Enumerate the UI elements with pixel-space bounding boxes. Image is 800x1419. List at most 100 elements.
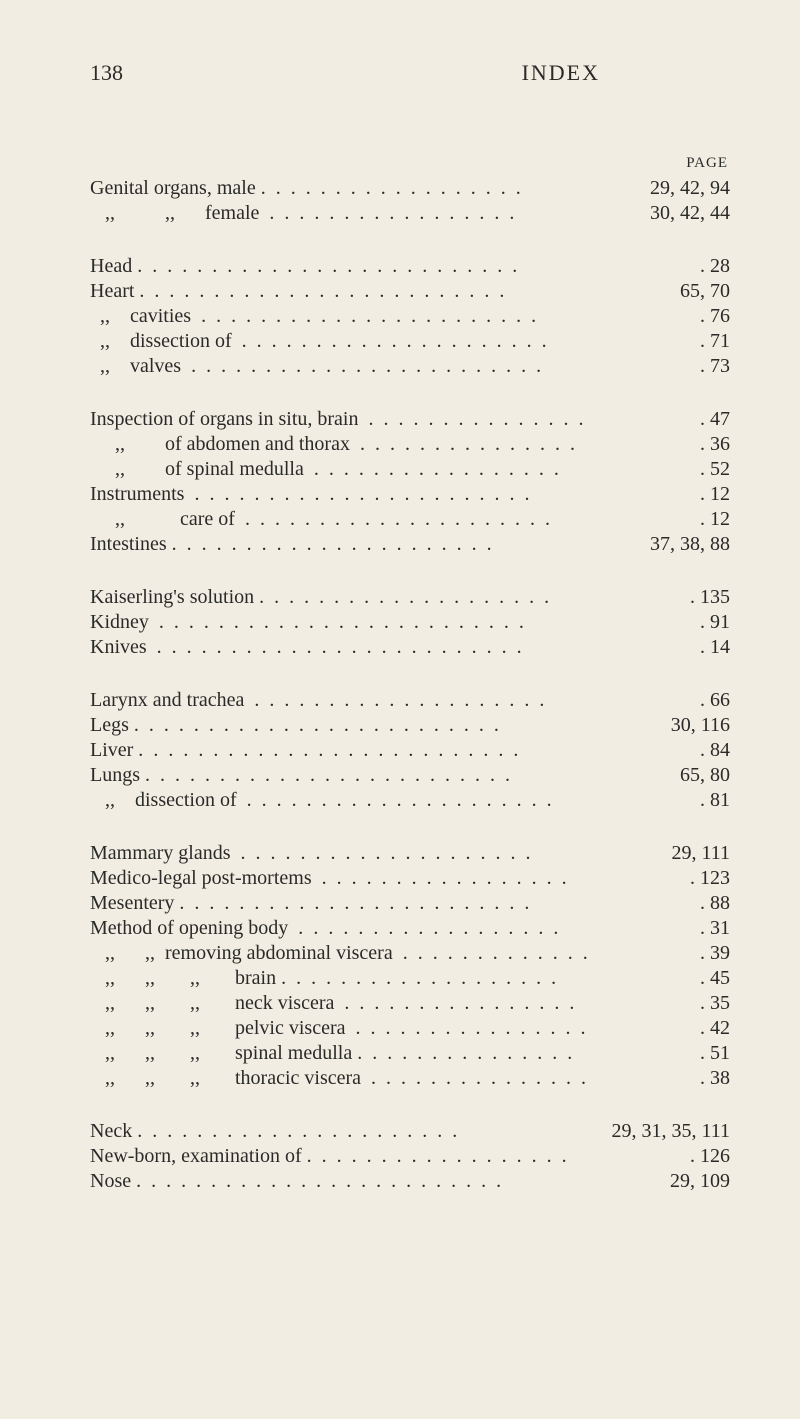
index-entry: Head . . . . . . . . . . . . . . . . . .…	[90, 255, 730, 278]
entry-leader: . . . . . . . . . . . . . . . . .	[303, 917, 682, 940]
index-entry: ,, valves . . . . . . . . . . . . . . . …	[90, 355, 730, 378]
page: 138 INDEX PAGE Genital organs, male . . …	[0, 0, 800, 1419]
entry-text: Knives	[90, 636, 147, 659]
entry-text: Instruments	[90, 483, 184, 506]
entry-pages: . 12	[682, 483, 730, 506]
index-entry: ,, ,, ,, spinal medulla . . . . . . . . …	[90, 1042, 730, 1065]
entry-text: Kaiserling's solution .	[90, 586, 264, 609]
entry-leader: . . . . . . . . . . . . . . . . . . . . …	[139, 714, 653, 737]
entry-pages: . 88	[682, 892, 730, 915]
entry-leader: . . . . . . . . . . . . . . . . .	[312, 1145, 672, 1168]
entry-pages: . 71	[682, 330, 730, 353]
index-entry: ,, care of . . . . . . . . . . . . . . .…	[90, 508, 730, 531]
entry-pages: . 39	[682, 942, 730, 965]
entry-text: Head .	[90, 255, 142, 278]
entry-text: ,, dissection of .	[90, 789, 252, 812]
entry-text: ,, of abdomen and thorax	[90, 433, 350, 456]
index-entry: Lungs . . . . . . . . . . . . . . . . . …	[90, 764, 730, 787]
entry-pages: . 126	[672, 1145, 730, 1168]
entry-text: Method of opening body .	[90, 917, 303, 940]
entry-text: ,, ,, ,, thoracic viscera	[90, 1067, 361, 1090]
entry-leader: . . . . . . . . . . . . . . . . .	[259, 202, 632, 225]
entry-text: Genital organs, male .	[90, 177, 266, 200]
entry-pages: . 12	[682, 508, 730, 531]
index-entry: ,, dissection of . . . . . . . . . . . .…	[90, 330, 730, 353]
entry-pages: . 66	[682, 689, 730, 712]
index-entry: Intestines . . . . . . . . . . . . . . .…	[90, 533, 730, 556]
entry-text: Mesentery .	[90, 892, 184, 915]
index-entry: ,, ,, ,, brain . . . . . . . . . . . . .…	[90, 967, 730, 990]
page-header: 138 INDEX	[90, 60, 730, 85]
entry-leader: . . . . . . . . . . . . . . . . . . . . …	[143, 739, 682, 762]
entry-text: ,, care of .	[90, 508, 250, 531]
entry-pages: 29, 42, 94	[632, 177, 730, 200]
index-entry: Inspection of organs in situ, brain . . …	[90, 408, 730, 431]
entry-leader: . . . . . . . . . . . . . . . . .	[304, 458, 682, 481]
entry-text: ,, of spinal medulla	[90, 458, 304, 481]
entry-pages: . 91	[682, 611, 730, 634]
index-title: INDEX	[522, 60, 600, 85]
index-entry: New-born, examination of . . . . . . . .…	[90, 1145, 730, 1168]
entry-leader: . . . . . . . . . . . . . . . . . . . . …	[184, 483, 682, 506]
entry-pages: . 81	[682, 789, 730, 812]
entry-pages: . 35	[682, 992, 730, 1015]
entry-text: Larynx and trachea	[90, 689, 244, 712]
index-entry: Mammary glands . . . . . . . . . . . . .…	[90, 842, 730, 865]
entry-leader: . . . . . . . . . . . . . . . . . . . . …	[184, 892, 682, 915]
entry-pages: 37, 38, 88	[632, 533, 730, 556]
index-entry: Kaiserling's solution . . . . . . . . . …	[90, 586, 730, 609]
entry-pages: . 135	[672, 586, 730, 609]
entry-leader: . . . . . . . . . . . . . . .	[361, 1067, 682, 1090]
entry-leader: . . . . . . . . . . . . . . . . . . . . …	[177, 533, 632, 556]
entry-leader: . . . . . . . . . . . . . . . . . . . . …	[232, 330, 682, 353]
entry-text: ,, cavities	[90, 305, 191, 328]
entry-text: Medico-legal post-mortems	[90, 867, 312, 890]
entry-pages: 65, 80	[662, 764, 730, 787]
entry-leader: . . . . . . . . . . . . . . . . . . . .	[250, 508, 682, 531]
index-entry: Larynx and trachea . . . . . . . . . . .…	[90, 689, 730, 712]
entry-text: ,, dissection of	[90, 330, 232, 353]
index-entry: Neck . . . . . . . . . . . . . . . . . .…	[90, 1120, 730, 1143]
entry-pages: 65, 70	[662, 280, 730, 303]
group-gap	[90, 227, 730, 255]
entry-pages: 30, 42, 44	[632, 202, 730, 225]
entry-text: ,, ,, ,, pelvic viscera .	[90, 1017, 361, 1040]
entry-text: Mammary glands	[90, 842, 231, 865]
entry-pages: . 42	[682, 1017, 730, 1040]
index-entry: Medico-legal post-mortems . . . . . . . …	[90, 867, 730, 890]
entry-leader: . . . . . . . . . . . . . . . . . . . . …	[181, 355, 682, 378]
index-entry: ,, dissection of . . . . . . . . . . . .…	[90, 789, 730, 812]
index-entry: Knives . . . . . . . . . . . . . . . . .…	[90, 636, 730, 659]
entry-text: ,, valves	[90, 355, 181, 378]
index-entry: ,, ,, ,, thoracic viscera . . . . . . . …	[90, 1067, 730, 1090]
index-entry: Mesentery . . . . . . . . . . . . . . . …	[90, 892, 730, 915]
page-column-label: PAGE	[90, 155, 730, 172]
index-entry: ,, ,, ,, pelvic viscera . . . . . . . . …	[90, 1017, 730, 1040]
entry-pages: . 45	[682, 967, 730, 990]
entry-pages: 29, 109	[652, 1170, 730, 1193]
entry-pages: . 31	[682, 917, 730, 940]
group-gap	[90, 380, 730, 408]
group-gap	[90, 1092, 730, 1120]
index-entry: Legs . . . . . . . . . . . . . . . . . .…	[90, 714, 730, 737]
entry-pages: . 14	[682, 636, 730, 659]
group-gap	[90, 558, 730, 586]
index-entry: Genital organs, male . . . . . . . . . .…	[90, 177, 730, 200]
entry-leader: . . . . . . . . . . . . . . . . . . . . …	[141, 1170, 652, 1193]
entry-text: Intestines .	[90, 533, 177, 556]
entry-text: ,, ,, female	[90, 202, 259, 225]
entry-pages: . 38	[682, 1067, 730, 1090]
entry-text: Neck .	[90, 1120, 142, 1143]
index-entry: Instruments . . . . . . . . . . . . . . …	[90, 483, 730, 506]
entry-pages: . 123	[672, 867, 730, 890]
entry-pages: . 73	[682, 355, 730, 378]
entry-pages: . 51	[682, 1042, 730, 1065]
entry-pages: . 84	[682, 739, 730, 762]
index-entry: Heart . . . . . . . . . . . . . . . . . …	[90, 280, 730, 303]
entry-pages: . 52	[682, 458, 730, 481]
entry-text: Lungs .	[90, 764, 150, 787]
entry-text: Legs .	[90, 714, 139, 737]
group-gap	[90, 661, 730, 689]
entry-text: Liver .	[90, 739, 143, 762]
entry-leader: . . . . . . . . . . . . . . . . . . . .	[231, 842, 654, 865]
